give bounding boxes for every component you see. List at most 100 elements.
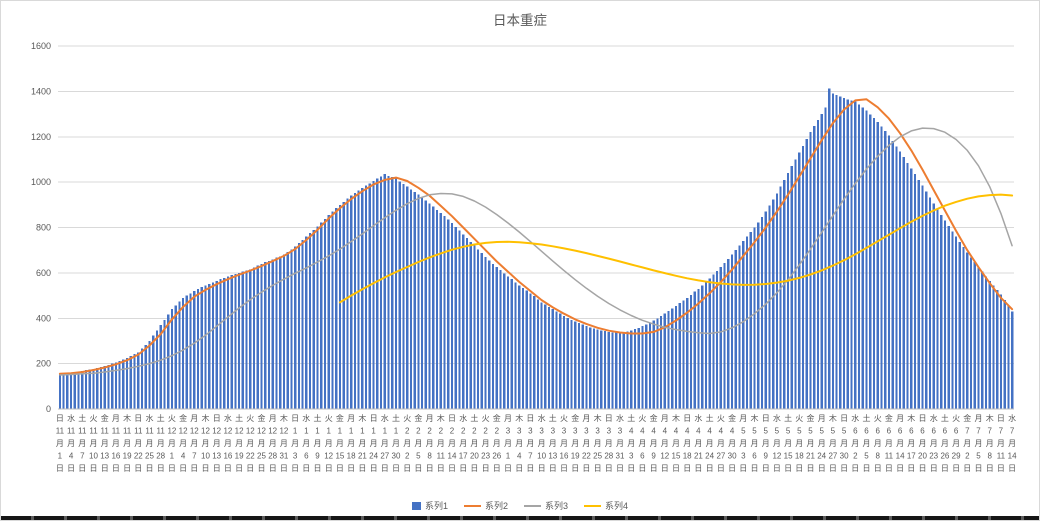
bar xyxy=(249,269,252,409)
bar xyxy=(622,332,625,409)
bar xyxy=(503,273,506,409)
bar xyxy=(286,252,289,409)
bar xyxy=(589,327,592,409)
x-tick-label: 月 4 月 12 日 xyxy=(660,414,669,473)
x-tick-label: 日 5 月 30 日 xyxy=(840,414,849,473)
bar xyxy=(872,118,876,410)
bar xyxy=(58,373,61,409)
y-tick-label: 1600 xyxy=(31,41,51,51)
x-tick-label: 水 5 月 12 日 xyxy=(772,413,781,473)
bar xyxy=(958,241,961,409)
legend-label: 系列2 xyxy=(484,501,508,511)
bar xyxy=(943,220,947,409)
x-tick-label: 木 11 月 19 日 xyxy=(123,413,132,473)
line-series-4[interactable] xyxy=(338,193,1014,304)
bar xyxy=(420,197,424,409)
bar xyxy=(495,267,498,409)
bar xyxy=(301,239,304,409)
bar xyxy=(869,114,872,410)
bar xyxy=(458,230,461,409)
y-axis[interactable]: 0 200 400 600 800 1000 1200 1400 1600 xyxy=(31,41,51,414)
x-tick-label: 土 4 月 24 日 xyxy=(705,413,714,473)
x-tick-label: 月 12 月 28 日 xyxy=(268,414,277,473)
legend-item-1[interactable]: 系列1 xyxy=(411,499,448,512)
chart-title[interactable]: 日本重症 xyxy=(493,13,547,28)
x-tick-label: 金 3 月 19 日 xyxy=(571,413,580,473)
x-tick-label: 日 6 月 20 日 xyxy=(918,414,927,473)
bar xyxy=(962,247,965,409)
bar xyxy=(876,122,879,409)
bar xyxy=(402,183,405,409)
legend-item-2[interactable]: 系列2 xyxy=(463,499,508,512)
legend-item-3[interactable]: 系列3 xyxy=(524,499,568,512)
bar xyxy=(895,146,898,409)
bar xyxy=(204,285,207,409)
bar xyxy=(880,126,883,409)
bar xyxy=(342,201,345,409)
bar xyxy=(406,186,409,409)
bar xyxy=(256,265,259,409)
screen-bottom-edge xyxy=(1,516,1039,520)
bar xyxy=(641,326,644,409)
bar xyxy=(379,176,383,409)
bar xyxy=(596,329,599,409)
line-series-2[interactable] xyxy=(58,98,1014,375)
bar xyxy=(738,245,741,409)
bar xyxy=(73,372,76,409)
bar xyxy=(439,212,442,409)
legend-item-4[interactable]: 系列4 xyxy=(584,499,628,512)
bar xyxy=(125,357,129,409)
bar xyxy=(271,259,274,409)
x-tick-label: 金 12 月 25 日 xyxy=(257,413,266,473)
bar xyxy=(570,319,573,409)
bar xyxy=(566,317,569,409)
bar-series[interactable] xyxy=(58,88,1014,410)
bar xyxy=(391,177,394,409)
bar xyxy=(409,189,413,409)
x-tick-label: 金 2 月 26 日 xyxy=(492,413,501,473)
x-tick-label: 火 5 月 18 日 xyxy=(795,414,804,473)
x-tick-label: 月 1 月 18 日 xyxy=(347,414,356,473)
bar xyxy=(704,281,708,409)
bar xyxy=(551,309,554,409)
bar xyxy=(118,360,121,409)
x-tick-label: 金 12 月 4 日 xyxy=(179,413,188,473)
bar xyxy=(316,226,319,409)
bar xyxy=(510,279,513,409)
chart-legend[interactable]: 系列1 系列2 系列3 系列4 xyxy=(1,499,1039,512)
bar xyxy=(712,274,715,409)
bar xyxy=(525,290,528,409)
bar xyxy=(633,329,637,409)
bar xyxy=(857,104,861,409)
x-tick-label: 水 4 月 21 日 xyxy=(694,413,703,473)
bar xyxy=(674,305,678,409)
bar xyxy=(81,370,84,409)
bar xyxy=(936,209,939,409)
bar xyxy=(144,344,147,409)
x-tick-label: 日 7 月 11 日 xyxy=(997,414,1006,473)
line-series-3[interactable] xyxy=(59,127,1013,376)
bar xyxy=(764,211,767,409)
bar xyxy=(200,287,203,409)
bar xyxy=(656,318,659,409)
bar xyxy=(928,197,932,409)
bar xyxy=(350,195,353,409)
x-tick-label: 水 12 月 16 日 xyxy=(223,413,232,473)
x-axis[interactable]: 日 11 月 1 日水 11 月 4 日土 11 月 7 日火 11 月 10 日金 11 月 13 日月 11 月 16 日木… xyxy=(56,413,1017,473)
bar xyxy=(241,271,244,409)
bar xyxy=(424,200,427,409)
bar xyxy=(450,222,454,409)
bar xyxy=(338,204,342,409)
y-tick-label: 800 xyxy=(36,223,51,233)
bar xyxy=(932,203,935,409)
x-tick-label: 水 11 月 25 日 xyxy=(145,413,154,473)
bar xyxy=(529,293,532,409)
bar xyxy=(133,354,136,409)
